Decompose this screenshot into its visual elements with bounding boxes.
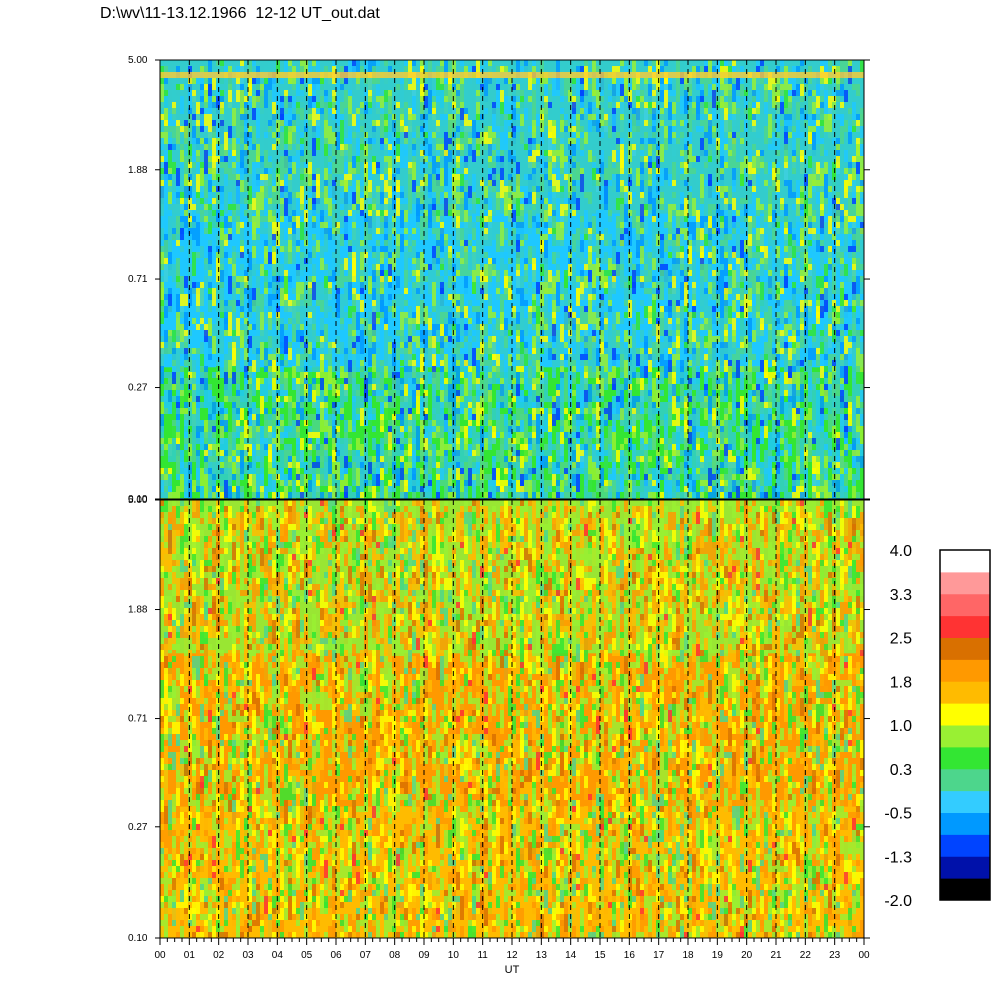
y-tick-label: 0.71 — [128, 274, 148, 285]
x-axis: 00 01 02 03 04 05 06 07 08 09 10 11 12 13 14 15 16 17 18 19… — [154, 938, 870, 961]
y-tick-label: 5.00 — [128, 495, 148, 506]
colorbar-swatch — [940, 856, 990, 879]
x-tick-label: 00 — [154, 950, 166, 961]
top-heatmap — [160, 60, 864, 499]
x-tick-label: 19 — [712, 950, 724, 961]
x-tick-label: 04 — [272, 950, 284, 961]
x-tick-label: 06 — [330, 950, 342, 961]
colorbar-label: 4.0 — [890, 543, 912, 560]
x-axis-label: UT — [505, 964, 520, 976]
colorbar-swatch — [940, 637, 990, 660]
y-tick-label: 0.10 — [128, 494, 148, 505]
colorbar-swatch — [940, 571, 990, 595]
x-tick-label: 22 — [800, 950, 812, 961]
colorbar-swatch — [940, 550, 990, 573]
x-tick-label: 08 — [389, 950, 401, 961]
colorbar-swatch — [940, 659, 990, 682]
colorbar-label: 1.0 — [890, 718, 912, 735]
x-tick-label: 15 — [594, 950, 606, 961]
y-tick-label: 1.88 — [128, 165, 148, 176]
file-title: D:\wv\11-13.12.1966 12-12 UT_out.dat — [100, 5, 380, 22]
x-tick-label: 00 — [858, 950, 870, 961]
colorbar-label: -1.3 — [884, 849, 912, 866]
x-tick-label: 14 — [565, 950, 577, 961]
colorbar-label: -2.0 — [884, 893, 912, 910]
y-tick-label: 0.10 — [128, 933, 148, 944]
x-tick-label: 12 — [506, 950, 518, 961]
y-tick-label: 0.27 — [128, 822, 148, 833]
x-tick-label: 05 — [301, 950, 313, 961]
x-tick-label: 20 — [741, 950, 753, 961]
x-tick-label: 09 — [418, 950, 430, 961]
x-tick-label: 07 — [360, 950, 372, 961]
colorbar-label: 2.5 — [890, 631, 912, 648]
colorbar-swatch — [940, 725, 990, 748]
x-tick-label: 13 — [536, 950, 548, 961]
colorbar-swatch — [940, 812, 990, 835]
colorbar-swatch — [940, 615, 990, 638]
y-tick-label: 5.00 — [128, 55, 148, 66]
colorbar-swatch — [940, 746, 990, 770]
colorbar-swatch — [940, 834, 990, 857]
x-tick-label: 11 — [477, 950, 488, 961]
colorbar-label: 3.3 — [890, 587, 912, 604]
x-tick-label: 03 — [242, 950, 254, 961]
x-tick-label: 17 — [653, 950, 665, 961]
colorbar-frame — [939, 549, 991, 901]
colorbar-swatch — [940, 790, 990, 813]
x-tick-label: 16 — [624, 950, 636, 961]
colorbar: 4.0 3.3 2.5 1.8 1.0 0.3 -0.5 -1.3 -2.0 — [884, 543, 991, 910]
colorbar-swatch — [940, 878, 990, 901]
x-tick-label: 18 — [682, 950, 694, 961]
top-y-axis: 5.00 1.88 0.71 0.27 0.10 — [128, 55, 870, 505]
bottom-hour-grid — [188, 500, 836, 938]
colorbar-label: 1.8 — [890, 674, 912, 691]
colorbar-label: -0.5 — [884, 806, 912, 823]
y-tick-label: 1.88 — [128, 605, 148, 616]
top-spectrogram-panel: 5.00 1.88 0.71 0.27 0.10 — [128, 55, 870, 505]
x-tick-label: 10 — [448, 950, 460, 961]
x-tick-label: 21 — [770, 950, 782, 961]
x-tick-label: 01 — [184, 950, 196, 961]
colorbar-swatch — [940, 703, 990, 726]
colorbar-swatch — [940, 768, 990, 792]
x-tick-label: 02 — [213, 950, 225, 961]
y-tick-label: 0.27 — [128, 383, 148, 394]
top-hour-grid — [188, 60, 836, 499]
y-tick-label: 0.71 — [128, 714, 148, 725]
bottom-y-axis: 5.00 1.88 0.71 0.27 0.10 — [128, 495, 870, 944]
colorbar-swatch — [940, 681, 990, 704]
colorbar-label: 0.3 — [890, 762, 912, 779]
x-tick-label: 23 — [829, 950, 841, 961]
bottom-spectrogram-panel: 5.00 1.88 0.71 0.27 0.10 — [128, 495, 870, 944]
colorbar-swatch — [940, 593, 990, 617]
